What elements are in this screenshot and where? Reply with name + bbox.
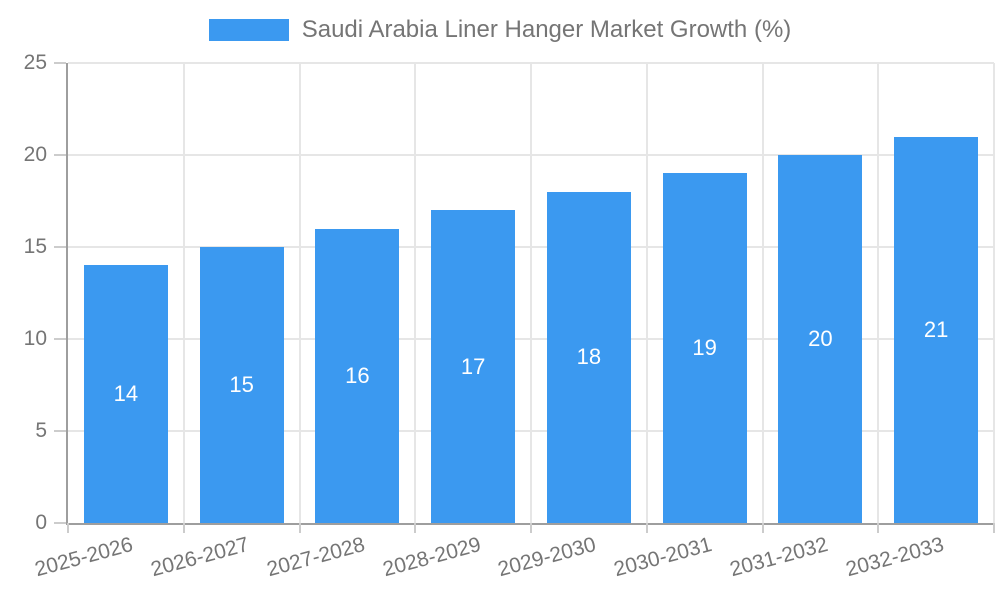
x-axis-label-text: 2028-2029: [380, 533, 484, 582]
x-gridline: [414, 63, 417, 523]
bar: 20: [778, 155, 863, 523]
x-tick: [993, 523, 995, 533]
x-axis-label-text: 2031-2032: [727, 533, 831, 582]
bar: 19: [662, 173, 747, 523]
x-gridline: [761, 63, 764, 523]
y-tick-label: 0: [35, 511, 47, 534]
legend: Saudi Arabia Liner Hanger Market Growth …: [0, 16, 1000, 44]
bar-value-label: 18: [576, 344, 602, 370]
bar-value-label: 21: [923, 316, 949, 342]
x-tick: [645, 523, 648, 533]
y-tick: [54, 338, 66, 340]
y-tick: [54, 522, 66, 524]
x-gridline: [298, 63, 301, 523]
y-tick-label: 15: [23, 235, 47, 258]
bar-value-label: 19: [692, 335, 717, 361]
x-tick: [761, 523, 764, 533]
bar: 17: [431, 210, 516, 523]
bar-value-label: 15: [229, 372, 254, 397]
x-tick: [877, 523, 880, 533]
y-tick-label: 25: [23, 51, 47, 74]
x-tick: [182, 523, 185, 533]
x-axis-label-text: 2029-2030: [495, 533, 599, 582]
y-tick-label: 10: [23, 327, 47, 350]
y-tick: [54, 430, 66, 432]
x-tick: [298, 523, 301, 533]
x-axis-label-text: 2027-2028: [264, 533, 368, 582]
x-gridline: [530, 63, 532, 523]
bar: 21: [894, 136, 979, 523]
x-tick: [414, 523, 417, 533]
x-axis-label-text: 2025-2026: [32, 533, 136, 582]
y-tick: [54, 154, 66, 156]
bar-value-label: 17: [460, 353, 486, 379]
bar-value-label: 20: [808, 326, 833, 351]
x-tick: [67, 523, 69, 533]
bar: 14: [83, 265, 168, 523]
legend-item[interactable]: Saudi Arabia Liner Hanger Market Growth …: [208, 16, 792, 44]
legend-swatch-icon: [208, 19, 289, 41]
bar: 18: [546, 191, 631, 523]
x-gridline: [182, 63, 185, 523]
y-tick-label: 5: [35, 419, 47, 442]
y-tick-label: 20: [23, 143, 47, 166]
x-axis-label-text: 2026-2027: [148, 533, 252, 582]
x-axis-label-text: 2032-2033: [843, 533, 947, 582]
bar: 15: [199, 247, 284, 523]
x-gridline: [645, 63, 648, 523]
x-gridline: [993, 63, 995, 523]
bar-value-label: 14: [113, 381, 139, 407]
bar-value-label: 16: [345, 362, 370, 388]
y-tick: [54, 246, 66, 248]
bar: 16: [315, 228, 400, 523]
x-gridline: [877, 63, 880, 523]
y-axis-line: [66, 63, 68, 525]
x-tick: [530, 523, 532, 533]
legend-label: Saudi Arabia Liner Hanger Market Growth …: [301, 16, 792, 43]
y-tick: [54, 62, 66, 64]
x-axis-label-text: 2030-2031: [611, 533, 715, 582]
